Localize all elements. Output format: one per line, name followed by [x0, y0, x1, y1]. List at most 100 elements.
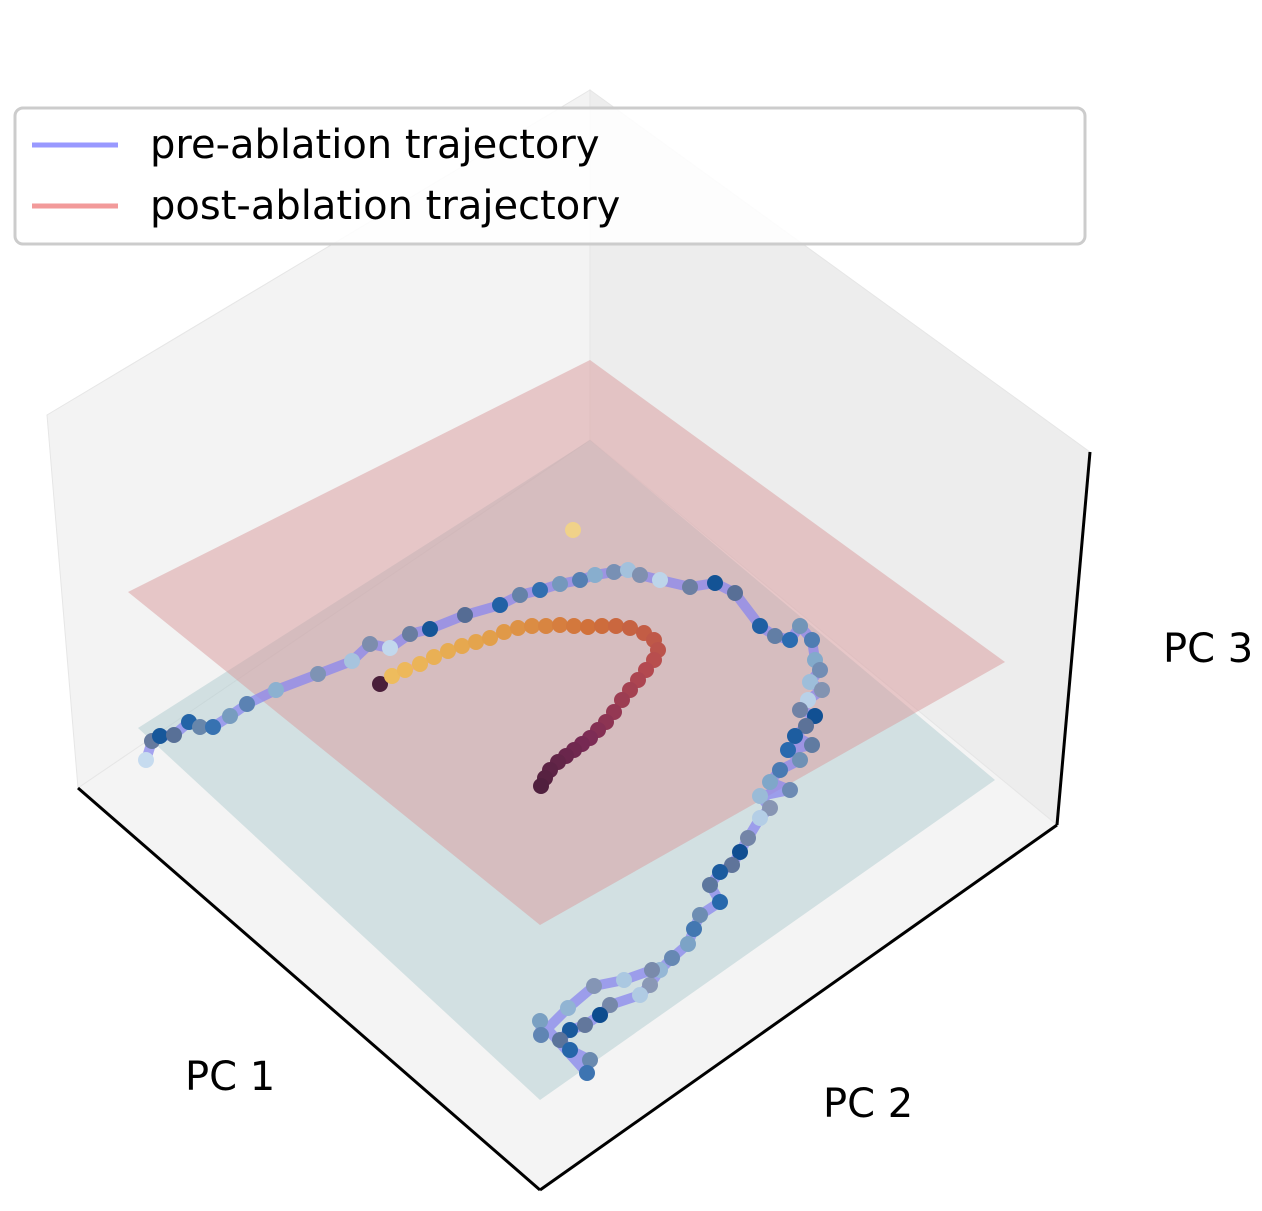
legend-label-post-ablation: post-ablation trajectory — [150, 183, 620, 229]
pre-ablation-point — [586, 978, 602, 994]
pre-ablation-point — [552, 576, 568, 592]
pc3-axis-line — [1055, 451, 1092, 826]
post-ablation-point — [533, 778, 549, 794]
pre-ablation-point — [804, 737, 820, 753]
pre-ablation-point — [664, 950, 680, 966]
pre-ablation-point — [812, 662, 828, 678]
legend-label-pre-ablation: pre-ablation trajectory — [150, 122, 600, 168]
pre-ablation-point — [802, 674, 818, 690]
post-ablation-point — [496, 624, 512, 640]
pre-ablation-point — [727, 585, 743, 601]
pre-ablation-point — [562, 1042, 578, 1058]
pre-ablation-point — [457, 607, 473, 623]
post-ablation-point — [580, 619, 596, 635]
pre-ablation-point — [616, 972, 632, 988]
pre-ablation-point — [552, 1032, 568, 1048]
pc2-axis-line — [539, 823, 1058, 1192]
pre-ablation-point — [620, 562, 636, 578]
pre-ablation-point — [632, 987, 648, 1003]
pre-ablation-point — [606, 564, 622, 580]
post-ablation-point — [384, 668, 400, 684]
pre-ablation-point — [532, 582, 548, 598]
post-ablation-point — [538, 618, 554, 634]
pre-ablation-point — [577, 1017, 593, 1033]
pre-ablation-point — [762, 800, 778, 816]
post-ablation-point — [454, 638, 470, 654]
pre-ablation-point — [692, 907, 708, 923]
pre-ablation-point — [192, 719, 208, 735]
outlier-points — [565, 522, 581, 538]
post-ablation-point — [510, 620, 526, 636]
post-ablation-point — [614, 692, 630, 708]
pre-ablation-point — [602, 997, 618, 1013]
pre-ablation-point — [239, 696, 255, 712]
pre-ablation-point — [762, 774, 778, 790]
pre-ablation-point — [560, 1000, 576, 1016]
pre-ablation-point — [579, 1065, 595, 1081]
post-ablation-point — [372, 676, 388, 692]
pre-ablation-point — [422, 621, 438, 637]
pre-ablation-point — [532, 1013, 548, 1029]
pre-ablation-point — [814, 682, 830, 698]
pc2-axis-label: PC 2 — [823, 1081, 913, 1127]
pre-ablation-point — [702, 877, 718, 893]
pre-ablation-point — [652, 572, 668, 588]
pre-ablation-point — [632, 567, 648, 583]
pre-ablation-points — [138, 562, 830, 1081]
pre-ablation-point — [562, 1022, 578, 1038]
pre-ablation-point — [792, 618, 808, 634]
pre-ablation-point — [310, 666, 326, 682]
pre-ablation-point — [740, 830, 756, 846]
pre-ablation-point — [767, 628, 783, 644]
post-ablation-point — [594, 618, 610, 634]
pre-ablation-point — [582, 1052, 598, 1068]
pre-ablation-point — [792, 702, 808, 718]
pre-ablation-point — [782, 632, 798, 648]
pre-ablation-point — [804, 632, 820, 648]
pre-ablation-point — [686, 921, 702, 937]
pre-ablation-point — [512, 587, 528, 603]
post-ablation-point — [622, 620, 638, 636]
legend-box — [13, 106, 1087, 246]
pre-ablation-point — [362, 636, 378, 652]
pre-ablation-point — [792, 752, 808, 768]
legend: pre-ablation trajectory post-ablation tr… — [13, 106, 1087, 246]
post-ablation-point — [482, 630, 498, 646]
pre-ablation-point — [712, 894, 728, 910]
axis-lines — [77, 451, 1092, 1192]
post-ablation-point — [426, 649, 442, 665]
pre-ablation-point — [152, 728, 168, 744]
pre-ablation-point — [642, 977, 658, 993]
pre-ablation-point — [492, 597, 508, 613]
post-ablation-point — [552, 617, 568, 633]
pre-ablation-point — [752, 618, 768, 634]
pre-ablation-point — [680, 936, 696, 952]
pc1-axis-line — [77, 786, 541, 1192]
pre-ablation-point — [780, 742, 796, 758]
pre-ablation-point — [592, 1007, 608, 1023]
post-ablation-points — [372, 617, 666, 794]
pre-ablation-point — [382, 640, 398, 656]
pre-ablation-point — [138, 752, 154, 768]
pre-ablation-point — [402, 626, 418, 642]
pre-ablation-point — [752, 810, 768, 826]
post-ablation-point — [412, 656, 428, 672]
pre-ablation-point — [798, 718, 814, 734]
pre-ablation-point — [268, 682, 284, 698]
pre-ablation-point — [533, 1027, 549, 1043]
pc1-axis-label: PC 1 — [185, 1054, 275, 1100]
pre-ablation-point — [712, 864, 728, 880]
outlier-point — [565, 522, 581, 538]
pre-ablation-point — [166, 727, 182, 743]
post-ablation-point — [440, 643, 456, 659]
pre-ablation-point — [707, 575, 723, 591]
pre-ablation-point — [344, 653, 360, 669]
pre-ablation-point — [222, 708, 238, 724]
pre-ablation-point — [732, 844, 748, 860]
post-ablation-point — [468, 634, 484, 650]
pc3-axis-label: PC 3 — [1163, 626, 1253, 672]
pre-ablation-point — [587, 567, 603, 583]
post-ablation-point — [524, 618, 540, 634]
pre-ablation-point — [772, 762, 788, 778]
